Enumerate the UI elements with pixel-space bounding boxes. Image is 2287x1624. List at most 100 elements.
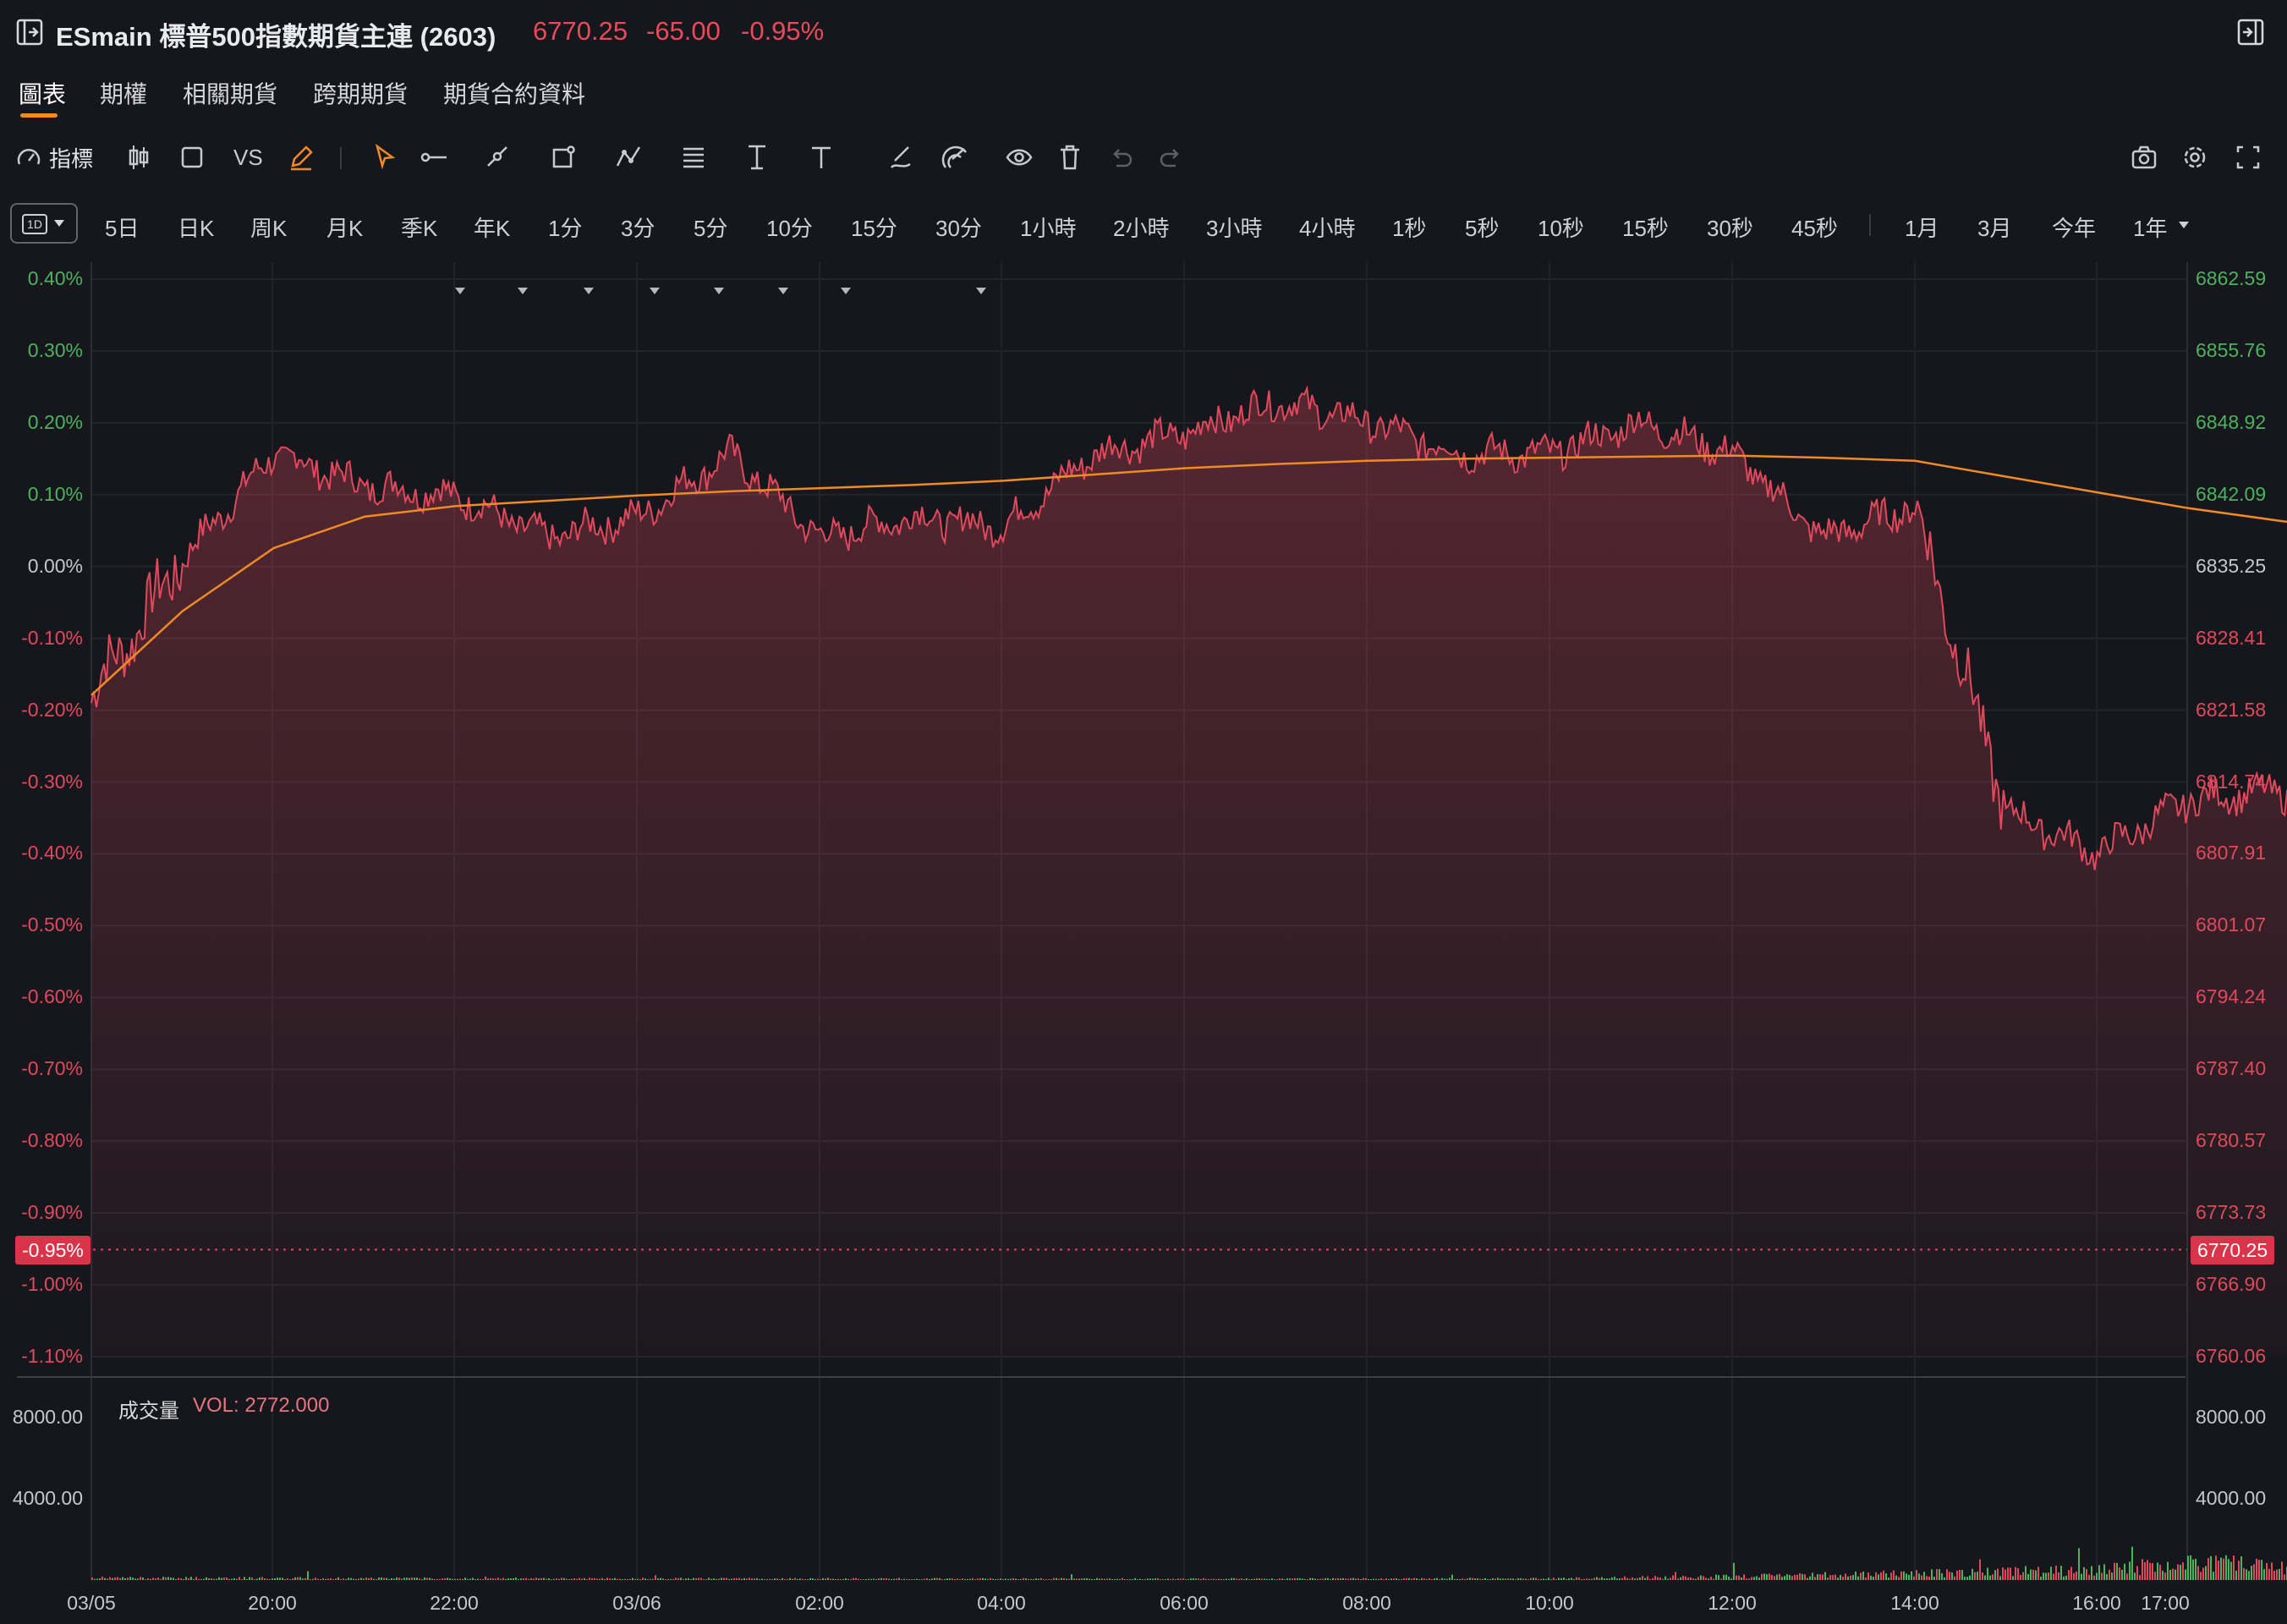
interval-month-k[interactable]: 月K (326, 216, 364, 241)
measure-tool-icon[interactable] (744, 142, 770, 173)
tab-chart[interactable]: 圖表 (19, 81, 67, 107)
volume-bar (1680, 1577, 1681, 1580)
volume-bar (929, 1578, 930, 1580)
trash-icon[interactable] (1057, 142, 1083, 173)
brush-tool-icon[interactable] (886, 142, 915, 173)
camera-icon[interactable] (2130, 142, 2158, 173)
settings-icon[interactable] (2180, 142, 2209, 173)
interval-5m[interactable]: 5分 (694, 216, 728, 241)
volume-bar (1477, 1578, 1478, 1580)
eye-icon[interactable] (1005, 142, 1034, 173)
volume-bar (2246, 1569, 2247, 1580)
volume-bar (1421, 1577, 1423, 1580)
chevron-down-icon[interactable] (976, 288, 986, 294)
fib-tool-icon[interactable] (680, 142, 707, 173)
volume-bar (1855, 1571, 1856, 1580)
indicators-button[interactable]: 指標 (15, 142, 93, 173)
shape-tool-icon[interactable] (550, 142, 577, 173)
magnet-icon[interactable] (941, 142, 969, 173)
interval-5s[interactable]: 5秒 (1465, 216, 1500, 241)
volume-bar (1269, 1579, 1270, 1580)
interval-30s[interactable]: 30秒 (1707, 216, 1753, 241)
volume-bar (1251, 1579, 1253, 1580)
volume-bar (1449, 1577, 1451, 1580)
chevron-down-icon[interactable] (518, 288, 528, 294)
volume-bar (566, 1578, 568, 1580)
volume-bar (1500, 1578, 1501, 1580)
range-1month[interactable]: 1月 (1905, 216, 1939, 241)
volume-bar (563, 1577, 565, 1580)
volume-bar (282, 1577, 283, 1580)
panel-collapse-icon[interactable] (15, 18, 44, 47)
panel-expand-icon[interactable] (2236, 18, 2265, 47)
text-tool-icon[interactable] (809, 142, 834, 173)
path-tool-icon[interactable] (484, 142, 511, 173)
tab-calendar-spread[interactable]: 跨期期貨 (313, 81, 409, 107)
volume-bar (1322, 1578, 1324, 1580)
interval-5d[interactable]: 5日 (105, 216, 140, 241)
volume-bar (259, 1577, 261, 1580)
interval-4h[interactable]: 4小時 (1299, 216, 1356, 241)
chevron-down-icon[interactable] (650, 288, 660, 294)
volume-bar (1302, 1578, 1303, 1580)
volume-bar (1357, 1578, 1359, 1580)
interval-1m[interactable]: 1分 (548, 216, 583, 241)
volume-bar (1040, 1577, 1042, 1580)
cursor-icon[interactable] (372, 142, 398, 173)
chevron-down-icon[interactable] (841, 288, 851, 294)
interval-1s[interactable]: 1秒 (1392, 216, 1427, 241)
tab-contract-info[interactable]: 期貨合約資料 (443, 81, 586, 107)
volume-bar (510, 1578, 512, 1580)
volume-bar (1025, 1578, 1027, 1580)
pencil-icon[interactable] (288, 142, 315, 173)
tab-options[interactable]: 期權 (100, 81, 148, 107)
interval-2h[interactable]: 2小時 (1113, 216, 1170, 241)
range-3month[interactable]: 3月 (1977, 216, 2012, 241)
undo-icon[interactable] (1108, 142, 1135, 173)
interval-3h[interactable]: 3小時 (1206, 216, 1263, 241)
chevron-down-icon[interactable] (714, 288, 724, 294)
price-change: -65.00 (646, 16, 721, 46)
interval-day-k[interactable]: 日K (178, 216, 215, 241)
interval-15s[interactable]: 15秒 (1622, 216, 1669, 241)
volume-bar (1187, 1578, 1189, 1580)
interval-45s[interactable]: 45秒 (1791, 216, 1838, 241)
chevron-down-icon[interactable] (455, 288, 465, 294)
period-select[interactable]: 1D (10, 203, 78, 244)
volume-bar (718, 1578, 720, 1580)
volume-bar (304, 1577, 306, 1580)
interval-1h[interactable]: 1小時 (1020, 216, 1077, 241)
volume-bar (2121, 1569, 2123, 1580)
interval-15m[interactable]: 15分 (851, 216, 897, 241)
range-1year[interactable]: 1年 (2133, 216, 2168, 241)
redo-icon[interactable] (1157, 142, 1184, 173)
square-icon[interactable] (179, 142, 205, 173)
interval-30m[interactable]: 30分 (935, 216, 982, 241)
interval-10s[interactable]: 10秒 (1538, 216, 1584, 241)
interval-quarter-k[interactable]: 季K (401, 216, 438, 241)
range-ytd[interactable]: 今年 (2052, 216, 2097, 241)
volume-bar (170, 1577, 172, 1580)
chevron-down-icon[interactable] (2179, 222, 2189, 228)
volume-bar (1619, 1578, 1621, 1580)
volume-bar (1193, 1578, 1194, 1580)
volume-bar (2220, 1557, 2222, 1580)
tab-related-futures[interactable]: 相關期貨 (183, 81, 278, 107)
line-tool-icon[interactable] (420, 142, 448, 173)
interval-year-k[interactable]: 年K (474, 216, 511, 241)
volume-bar (1345, 1578, 1346, 1580)
interval-week-k[interactable]: 周K (250, 216, 288, 241)
compare-button[interactable]: VS (233, 142, 263, 173)
volume-bar (723, 1577, 725, 1580)
volume-bar (1507, 1578, 1509, 1580)
chevron-down-icon[interactable] (778, 288, 788, 294)
volume-bar (949, 1578, 951, 1580)
pattern-tool-icon[interactable] (614, 142, 643, 173)
chevron-down-icon[interactable] (584, 288, 594, 294)
interval-10m[interactable]: 10分 (766, 216, 813, 241)
volume-bar (1812, 1572, 1813, 1580)
interval-3m[interactable]: 3分 (621, 216, 655, 241)
candlestick-icon[interactable] (125, 142, 152, 173)
fullscreen-icon[interactable] (2235, 142, 2262, 173)
volume-bar (310, 1579, 311, 1580)
